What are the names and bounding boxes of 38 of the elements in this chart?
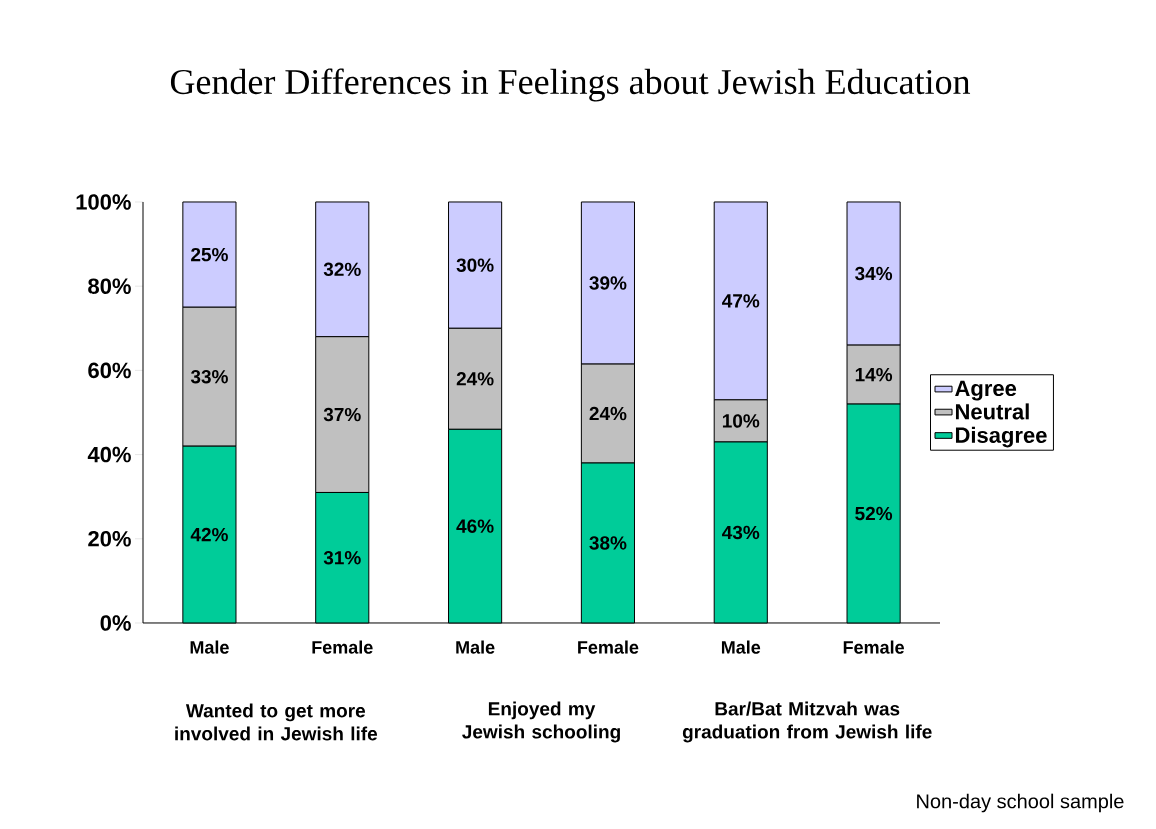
y-tick-label: 0% bbox=[100, 615, 131, 631]
legend-label: Disagree bbox=[955, 426, 1047, 448]
x-tick-label: Male bbox=[190, 640, 229, 654]
data-label: 37% bbox=[323, 407, 361, 422]
legend-label: Agree bbox=[955, 380, 1017, 401]
data-label: 39% bbox=[589, 276, 627, 290]
chart-title: Gender Differences in Feelings about Jewish Education bbox=[170, 68, 971, 102]
data-label: 38% bbox=[589, 536, 627, 550]
data-label: 25% bbox=[191, 247, 228, 262]
y-tick-label: 80% bbox=[88, 278, 131, 294]
data-label: 52% bbox=[855, 506, 893, 521]
data-label: 34% bbox=[855, 266, 893, 281]
legend-label: Neutral bbox=[955, 403, 1029, 420]
x-tick-label: Male bbox=[456, 640, 495, 654]
text: Wanted to get more involved in Jewish life bbox=[175, 703, 378, 741]
y-tick-label: 20% bbox=[88, 531, 131, 547]
x-tick-label: Female bbox=[312, 640, 373, 654]
text: Enjoyed my Jewish schooling bbox=[462, 701, 620, 743]
data-label: 24% bbox=[589, 406, 627, 421]
data-label: 24% bbox=[456, 372, 494, 386]
data-label: 33% bbox=[190, 369, 228, 384]
y-tick-label: 40% bbox=[87, 446, 131, 463]
x-tick-label: Male bbox=[721, 640, 761, 654]
text: Bar/Bat Mitzvah was graduation from Jewish life bbox=[682, 701, 932, 743]
data-label: 42% bbox=[190, 527, 228, 542]
data-label: 32% bbox=[323, 262, 361, 277]
data-label: 46% bbox=[456, 519, 494, 533]
text: Non-day school sample bbox=[917, 793, 1124, 813]
data-label: 31% bbox=[323, 550, 361, 565]
y-tick-label: 60% bbox=[88, 362, 131, 379]
data-label: 14% bbox=[855, 367, 893, 382]
y-tick-label: 100% bbox=[76, 194, 131, 210]
data-label: 43% bbox=[722, 525, 760, 540]
x-tick-label: Female bbox=[578, 640, 639, 654]
data-label: 47% bbox=[722, 294, 760, 308]
data-label: 30% bbox=[456, 258, 494, 272]
x-tick-label: Female bbox=[843, 640, 904, 654]
data-label: 10% bbox=[722, 414, 760, 428]
